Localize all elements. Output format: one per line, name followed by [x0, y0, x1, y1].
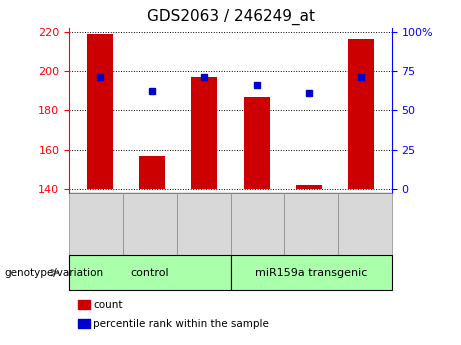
Bar — [348, 39, 373, 189]
Title: GDS2063 / 246249_at: GDS2063 / 246249_at — [147, 9, 314, 25]
Bar — [243, 97, 270, 189]
Bar — [139, 156, 165, 189]
Bar — [88, 33, 113, 189]
Bar — [191, 77, 218, 189]
Text: miR159a transgenic: miR159a transgenic — [255, 268, 367, 277]
Bar — [296, 185, 322, 189]
Text: control: control — [130, 268, 169, 277]
Text: percentile rank within the sample: percentile rank within the sample — [93, 319, 269, 328]
Text: genotype/variation: genotype/variation — [5, 268, 104, 277]
Text: count: count — [93, 300, 123, 309]
